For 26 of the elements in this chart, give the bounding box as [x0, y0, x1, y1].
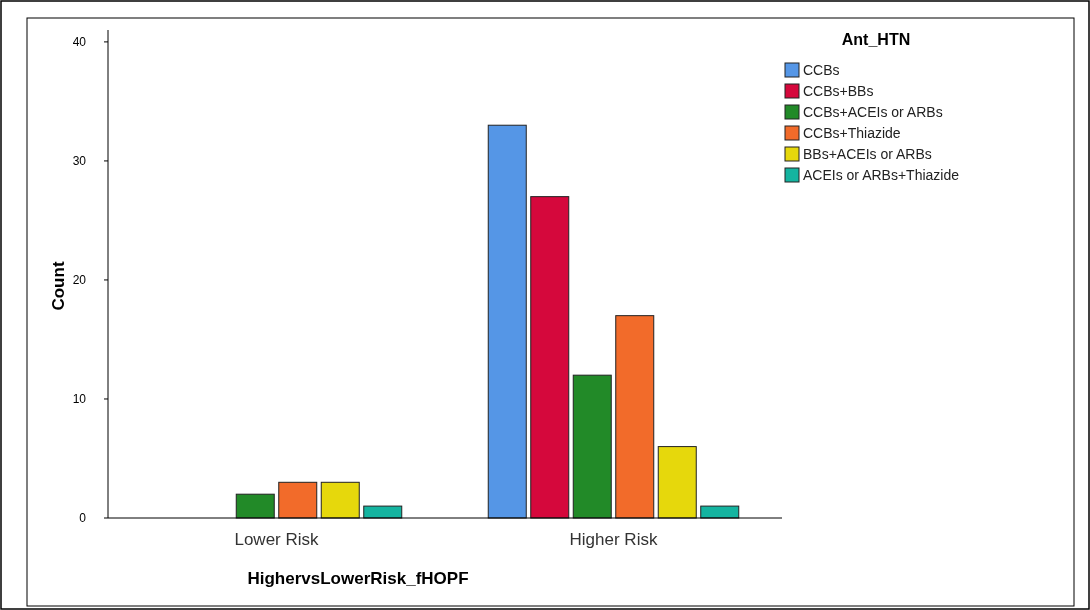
bar [572, 374, 612, 519]
bar [278, 481, 318, 519]
y-tick-label: 40 [72, 35, 87, 50]
legend-label: CCBs+Thiazide [803, 124, 901, 141]
y-tick-label: 30 [72, 154, 87, 169]
legend-title: Ant_HTN [841, 31, 911, 48]
x-tick-label: Higher Risk [569, 530, 658, 549]
legend-label: CCBs+ACEIs or ARBs [803, 103, 943, 120]
x-axis-title: HighervsLowerRisk_fHOPF [247, 569, 469, 588]
legend-label: CCBs [803, 61, 840, 78]
bar [487, 124, 527, 519]
x-tick-label: Lower Risk [234, 530, 320, 549]
bar [700, 505, 740, 519]
legend-label: ACEIs or ARBs+Thiazide [803, 166, 960, 183]
bar [657, 446, 697, 519]
bar [615, 315, 655, 519]
bar [320, 481, 360, 519]
legend-label: BBs+ACEIs or ARBs [803, 145, 932, 162]
bar [363, 505, 403, 519]
y-axis-title: Count [49, 261, 68, 311]
y-tick-label: 10 [72, 392, 87, 407]
legend-label: CCBs+BBs [803, 82, 874, 99]
bar [235, 493, 275, 519]
y-tick-label: 20 [72, 273, 87, 288]
bar [530, 196, 570, 519]
y-tick-label: 0 [79, 511, 87, 526]
